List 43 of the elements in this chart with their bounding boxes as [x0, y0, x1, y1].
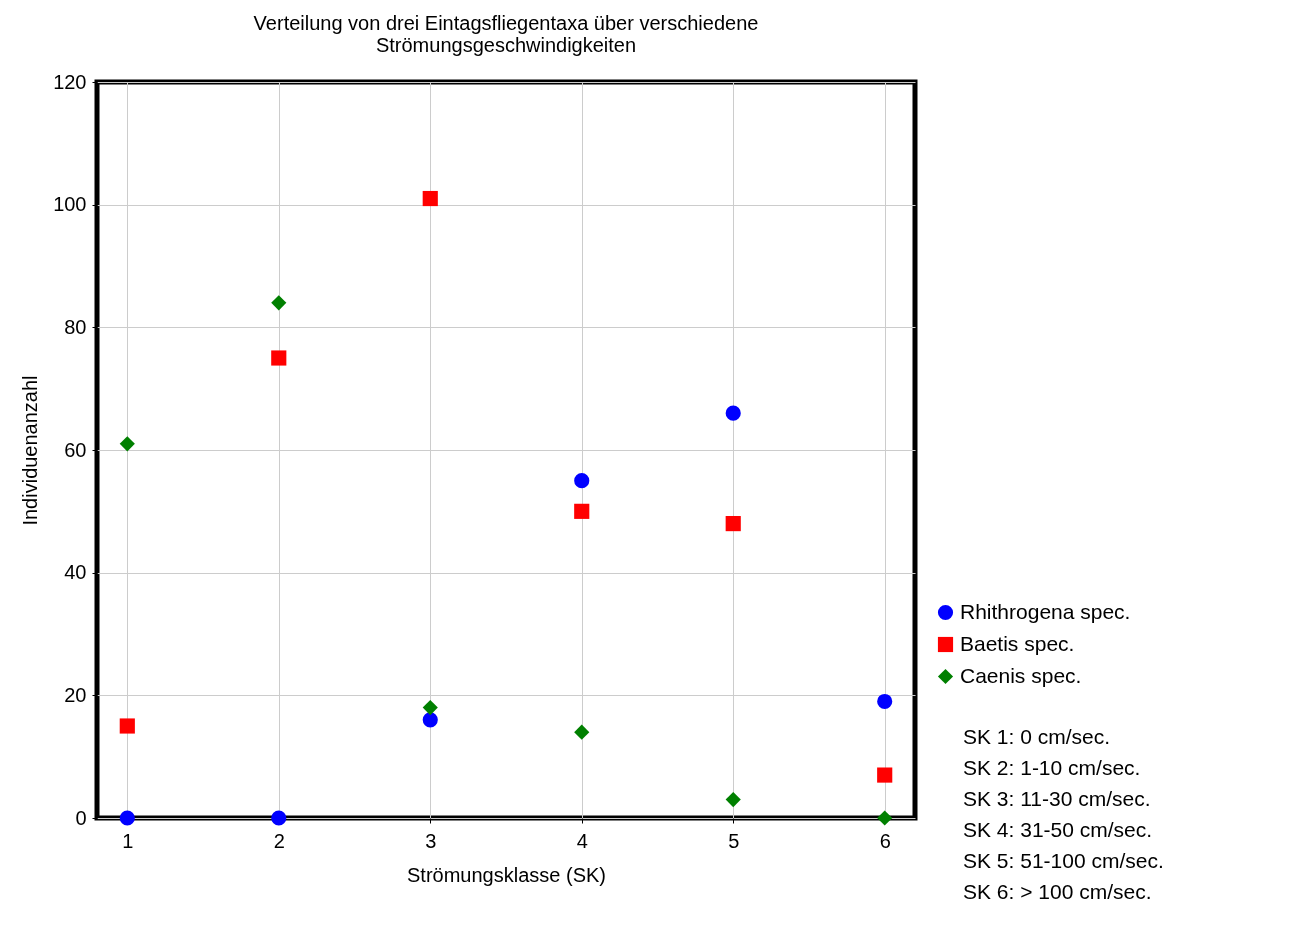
- text: SK 3: 11-30 cm/sec.: [963, 786, 1152, 812]
- point: [271, 810, 287, 826]
- legend-label: Baetis spec.: [960, 631, 1075, 655]
- point: [574, 724, 590, 740]
- x-tick-label: 1: [122, 829, 134, 852]
- point: [422, 712, 438, 728]
- legend-label: Caenis spec.: [960, 663, 1082, 687]
- point: [877, 693, 893, 710]
- legend-label: Rhithrogena spec.: [960, 599, 1131, 623]
- x-tick-label: 4: [576, 829, 588, 852]
- y-tick-label: 20: [64, 683, 87, 706]
- point: [725, 405, 741, 421]
- y-tick-label: 80: [64, 315, 87, 338]
- point: [877, 810, 893, 826]
- y-tick-label: 100: [53, 193, 87, 216]
- text: SK 1: 0 cm/sec.: [963, 724, 1112, 750]
- point: [119, 718, 135, 734]
- chart-title: Verteilung von drei Eintagsfliegentaxa über verschiedene Strömungsgeschwindigkeiten: [253, 12, 759, 56]
- point: [422, 190, 438, 207]
- point: [725, 516, 741, 532]
- point: [725, 792, 741, 808]
- point: [119, 436, 135, 452]
- point: [574, 473, 590, 489]
- point: [119, 810, 135, 826]
- y-tick-label: 120: [53, 70, 87, 93]
- y-tick-label: 40: [64, 561, 87, 584]
- point: [422, 700, 438, 716]
- text: SK 4: 31-50 cm/sec.: [963, 817, 1154, 843]
- x-tick-label: 3: [425, 829, 437, 852]
- y-axis-title: Individuenanzahl: [19, 375, 42, 526]
- point: [271, 350, 287, 366]
- point: [271, 295, 287, 311]
- x-tick-label: 6: [879, 829, 891, 852]
- point: [574, 503, 590, 519]
- y-tick-label: 0: [75, 806, 87, 829]
- text: SK 6: > 100 cm/sec.: [963, 879, 1153, 905]
- text: SK 2: 1-10 cm/sec.: [963, 755, 1142, 781]
- x-tick-label: 5: [728, 829, 740, 852]
- y-tick-label: 60: [64, 438, 87, 461]
- x-tick-label: 2: [273, 829, 285, 852]
- text: SK 5: 51-100 cm/sec.: [963, 848, 1164, 874]
- x-axis-title: Strömungsklasse (SK): [407, 863, 606, 886]
- point: [877, 767, 893, 783]
